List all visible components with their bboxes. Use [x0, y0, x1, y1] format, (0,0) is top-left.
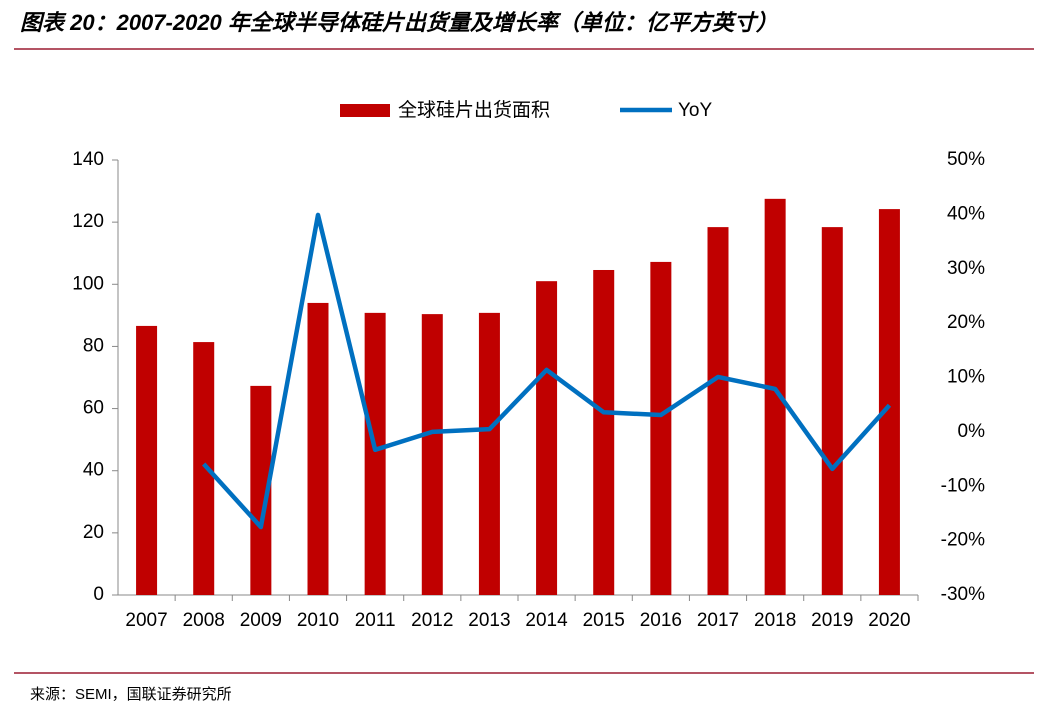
y2-tick-label: -30% [941, 584, 985, 605]
bar [421, 314, 443, 595]
y2-tick-label: 0% [958, 421, 986, 442]
y2-tick-label: 20% [947, 312, 985, 333]
bar [536, 281, 558, 595]
bar [307, 302, 329, 595]
x-tick-label: 2017 [697, 610, 739, 631]
bar [250, 385, 272, 595]
x-tick-label: 2009 [240, 610, 282, 631]
bar [136, 325, 158, 595]
x-tick-label: 2012 [411, 610, 453, 631]
bar [593, 269, 615, 595]
bar [193, 342, 215, 595]
y2-tick-label: 50% [947, 149, 985, 170]
y2-tick-label: -20% [941, 530, 985, 551]
x-tick-label: 2008 [183, 610, 225, 631]
y2-tick-label: 30% [947, 258, 985, 279]
bar [878, 209, 900, 596]
legend-label: YoY [678, 100, 712, 121]
bar [764, 198, 786, 595]
bar [364, 312, 386, 595]
x-tick-label: 2018 [754, 610, 796, 631]
x-tick-label: 2019 [811, 610, 853, 631]
x-tick-label: 2014 [525, 610, 568, 631]
bar [707, 227, 729, 595]
y-tick-label: 100 [72, 273, 104, 294]
y2-tick-label: -10% [941, 475, 985, 496]
y-tick-label: 20 [83, 522, 104, 543]
x-tick-label: 2011 [355, 610, 396, 631]
x-tick-label: 2007 [125, 610, 167, 631]
y-tick-label: 120 [72, 211, 104, 232]
bar [821, 227, 843, 595]
y2-tick-label: 40% [947, 203, 985, 224]
line [202, 212, 892, 530]
x-tick-label: 2020 [868, 610, 910, 631]
y-tick-label: 80 [83, 335, 104, 356]
y-tick-label: 60 [83, 398, 104, 419]
x-tick-label: 2015 [583, 610, 625, 631]
x-tick-label: 2013 [468, 610, 510, 631]
y-tick-label: 140 [72, 149, 104, 170]
chart-title: 图表 20：2007-2020 年全球半导体硅片出货量及增长率（单位：亿平方英寸… [20, 10, 778, 35]
legend-label: 全球硅片出货面积 [398, 99, 550, 121]
source: 来源：SEMI，国联证券研究所 [30, 686, 232, 703]
x-tick-label: 2010 [297, 610, 339, 631]
y-tick-label: 40 [83, 460, 104, 481]
bar [478, 312, 500, 595]
y-tick-label: 0 [93, 584, 104, 605]
bar [650, 261, 672, 595]
legend-swatch [340, 104, 390, 117]
x-tick-label: 2016 [640, 610, 682, 631]
y2-tick-label: 10% [947, 367, 985, 388]
